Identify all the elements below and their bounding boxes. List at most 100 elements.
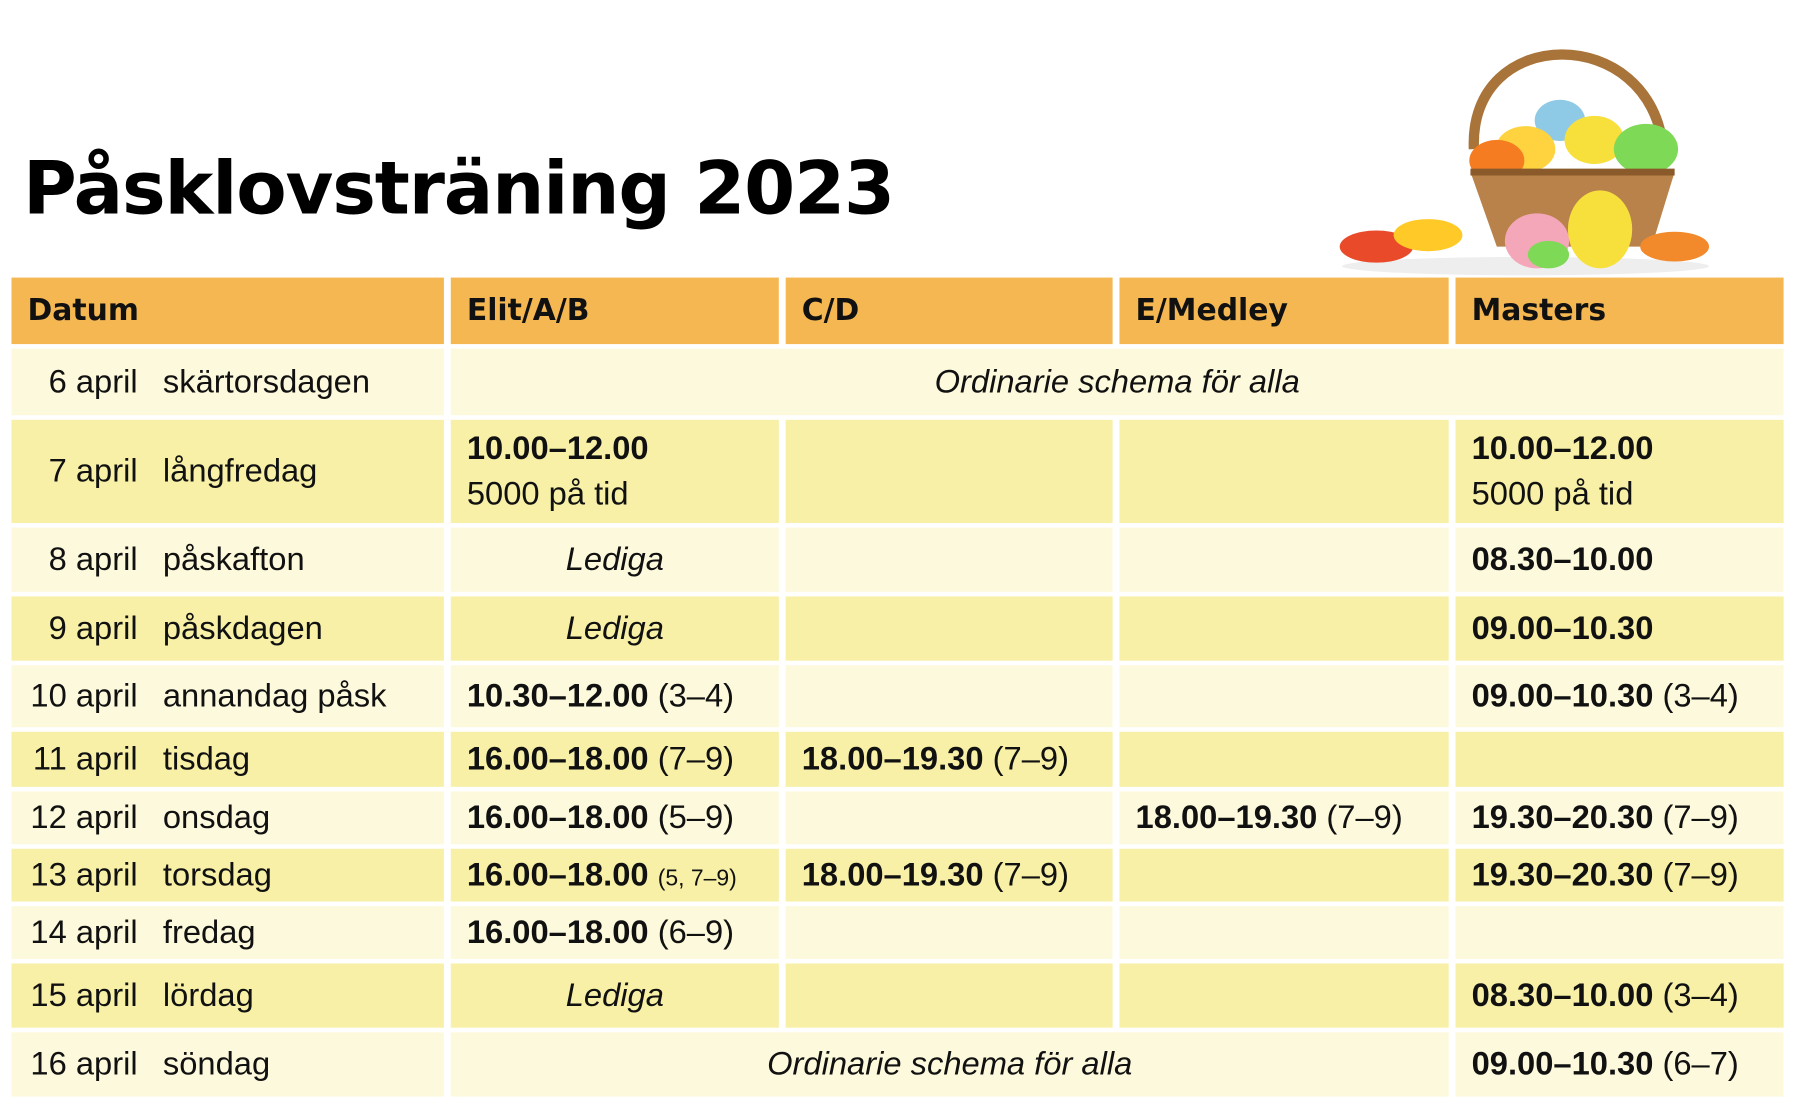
note: (6–7) [1662,1045,1739,1083]
cell: Ordinarie schema för alla [450,348,1784,416]
time: 09.00–10.30 [1471,609,1654,647]
date-cell: 11 april tisdag [11,731,444,787]
row: 15 april lördag Lediga 08.30–10.00 (3–4) [11,963,1784,1028]
time: 08.30–10.00 [1471,976,1654,1014]
cell [785,963,1113,1028]
date-cell: 15 april lördag [11,963,444,1028]
day: skärtorsdagen [162,363,371,400]
note: (6–9) [657,913,735,951]
note: (3–4) [1662,976,1739,1014]
date-cell: 9 april påskdagen [11,596,444,661]
cell [785,527,1113,592]
day: lördag [162,976,254,1014]
cell [1119,527,1449,592]
date: 8 april [48,540,138,578]
day: långfredag [162,452,318,490]
row: 6 april skärtorsdagen Ordinarie schema fö… [11,348,1784,416]
date: 6 april [48,363,138,400]
note: 5000 på tid [466,476,629,513]
row: 14 april fredag 16.00–18.00 (6–9) [11,906,1784,959]
date-cell: 16 april söndag [11,1032,444,1097]
cell: 16.00–18.00 (7–9) [450,731,779,787]
time: 10.00–12.00 [1471,430,1654,467]
time: 10.30–12.00 [466,677,649,715]
note: (7–9) [1662,856,1739,893]
cell: 19.30–20.30 (7–9) [1455,791,1784,845]
cell: 08.30–10.00 (3–4) [1455,963,1784,1028]
time: 09.00–10.30 [1471,677,1654,715]
time: 18.00–19.30 [801,856,984,893]
title: Påsklovsträning 2023 [22,146,895,232]
date: 15 april [30,976,138,1014]
cell [1119,731,1449,787]
cell [785,665,1113,728]
day: tisdag [162,740,251,778]
cell: 10.30–12.00 (3–4) [450,665,779,728]
cell: Ordinarie schema för alla [450,1032,1449,1097]
day: fredag [162,913,256,951]
date: 14 april [30,913,138,951]
day: torsdag [162,856,272,893]
time: 10.00–12.00 [466,430,649,467]
time: 08.30–10.00 [1471,540,1654,578]
cell: Lediga [450,596,779,661]
date: 12 april [30,798,138,836]
note: (7–9) [1326,798,1403,836]
day: påskdagen [162,609,323,647]
cell: 10.00–12.00 5000 på tid [1455,419,1784,524]
date-cell: 10 april annandag påsk [11,665,444,728]
header-row: Datum Elit/A/B C/D E/Medley Masters [11,277,1784,345]
schedule-table: Datum Elit/A/B C/D E/Medley Masters 6 ap… [5,273,1791,1101]
cell [1119,906,1449,959]
date: 13 april [30,856,138,893]
note: (7–9) [992,740,1069,778]
cell: Lediga [450,527,779,592]
date-cell: 8 april påskafton [11,527,444,592]
row: 11 april tisdag 16.00–18.00 (7–9) 18.00–1… [11,731,1784,787]
cell [785,906,1113,959]
note: (5–9) [657,798,735,836]
row: 13 april torsdag 16.00–18.00 (5, 7–9) 18.… [11,848,1784,902]
cell: 16.00–18.00 (5–9) [450,791,779,845]
cell [785,791,1113,845]
note: (3–4) [1662,677,1739,715]
date-cell: 14 april fredag [11,906,444,959]
cell [1119,963,1449,1028]
column-header: C/D [785,277,1113,345]
cell [1119,665,1449,728]
note: (3–4) [657,677,735,715]
date-cell: 12 april onsdag [11,791,444,845]
date: 7 april [48,452,138,490]
day: annandag påsk [162,677,387,715]
cell [1455,906,1784,959]
time: 16.00–18.00 [466,856,649,893]
cell: 09.00–10.30 (6–7) [1455,1032,1784,1097]
time: 09.00–10.30 [1471,1045,1654,1083]
row: 12 april onsdag 16.00–18.00 (5–9) 18.00–1… [11,791,1784,845]
cell: 09.00–10.30 [1455,596,1784,661]
cell: 16.00–18.00 (5, 7–9) [450,848,779,902]
cell [785,419,1113,524]
row: 16 april söndag Ordinarie schema för alla… [11,1032,1784,1097]
note: (7–9) [1662,798,1739,836]
time: 18.00–19.30 [1135,798,1318,836]
cell: 18.00–19.30 (7–9) [1119,791,1449,845]
note: (7–9) [992,856,1069,893]
row: 10 april annandag påsk 10.30–12.00 (3–4) … [11,665,1784,728]
time: 16.00–18.00 [466,913,649,951]
cell: 18.00–19.30 (7–9) [785,731,1113,787]
cell: 16.00–18.00 (6–9) [450,906,779,959]
date: 10 april [30,677,138,715]
day: onsdag [162,798,271,836]
date-cell: 7 april långfredag [11,419,444,524]
date: 9 april [48,609,138,647]
cell [1119,596,1449,661]
time: 18.00–19.30 [801,740,984,778]
column-header: Masters [1455,277,1784,345]
date: 11 april [32,740,138,778]
column-header: Elit/A/B [450,277,779,345]
easter-basket-illustration [1339,49,1710,276]
time: 16.00–18.00 [466,798,649,836]
